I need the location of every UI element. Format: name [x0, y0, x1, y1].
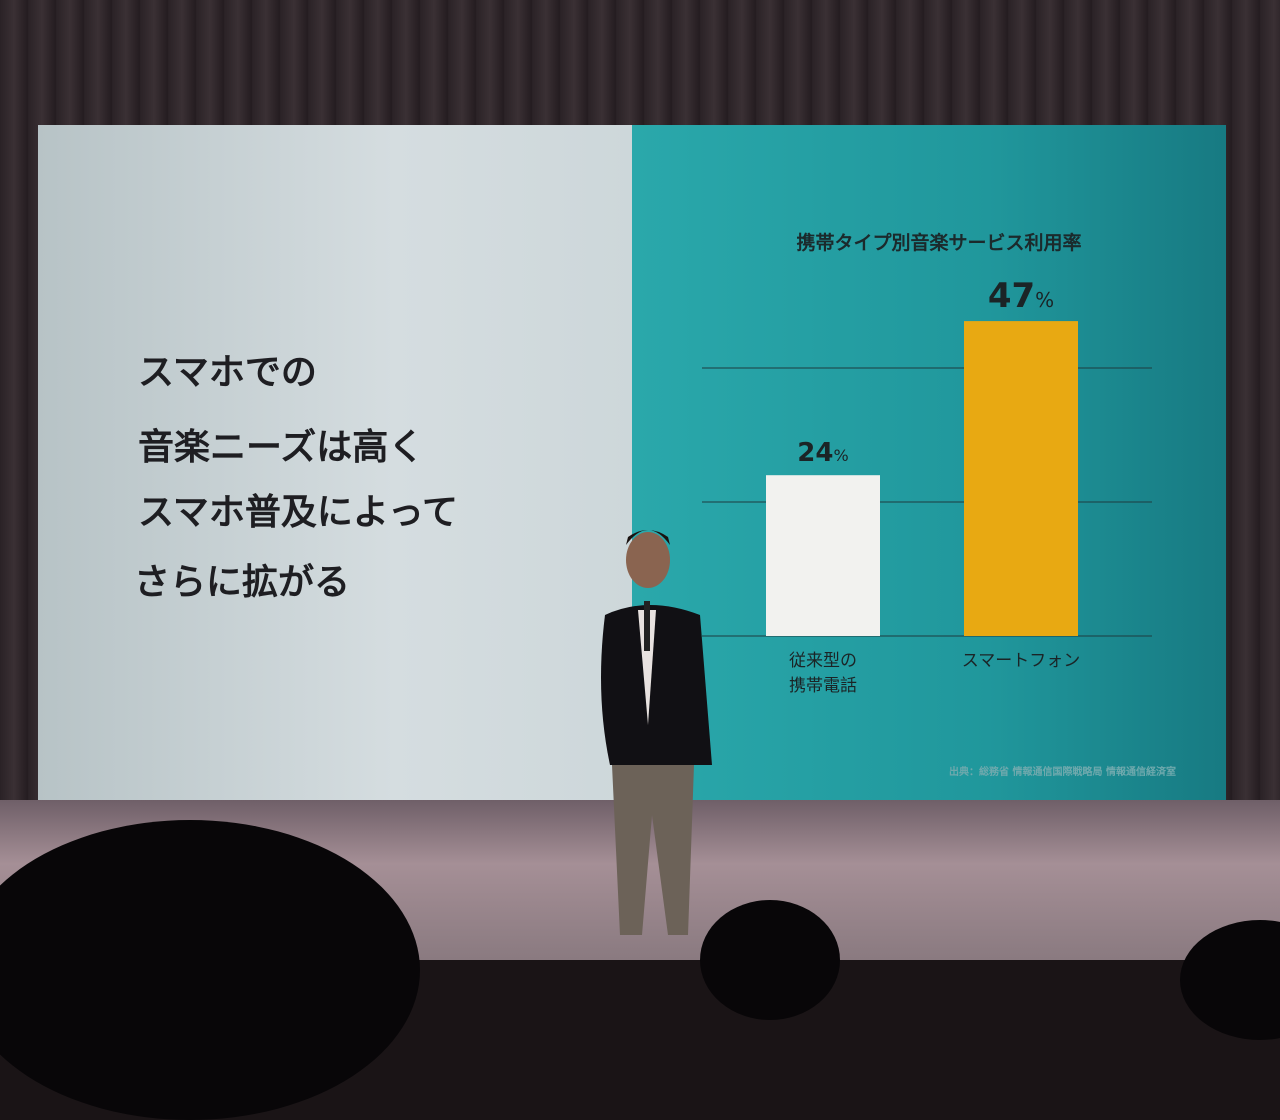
message-line: スマホでの	[138, 352, 317, 393]
message-line: さらに拡がる	[134, 562, 351, 603]
bar	[766, 475, 880, 636]
chart-title: 携帯タイプ別音楽サービス利用率	[796, 232, 1082, 254]
data-label: 24%	[797, 438, 848, 468]
projection-screen: スマホでの 音楽ニーズは高く スマホ普及によって さらに拡がる 携帯タイプ別音楽…	[38, 125, 1226, 800]
data-label: 47%	[988, 276, 1054, 316]
slide-chart-panel: 携帯タイプ別音楽サービス利用率 24% 従来型の携帯電話 47% スマートフォン 出典…	[632, 125, 1226, 800]
bar	[964, 321, 1078, 636]
presenter	[601, 530, 712, 935]
slide-message-panel: スマホでの 音楽ニーズは高く スマホ普及によって さらに拡がる	[38, 125, 632, 800]
message-line: 音楽ニーズは高く	[138, 427, 425, 468]
category-label: 携帯電話	[789, 676, 857, 696]
category-label: スマートフォン	[962, 651, 1081, 671]
message-line: スマホ普及によって	[138, 492, 459, 533]
source-note: 出典：総務省 情報通信国際戦略局 情報通信経済室	[949, 767, 1176, 778]
category-label: 従来型の	[789, 651, 857, 671]
